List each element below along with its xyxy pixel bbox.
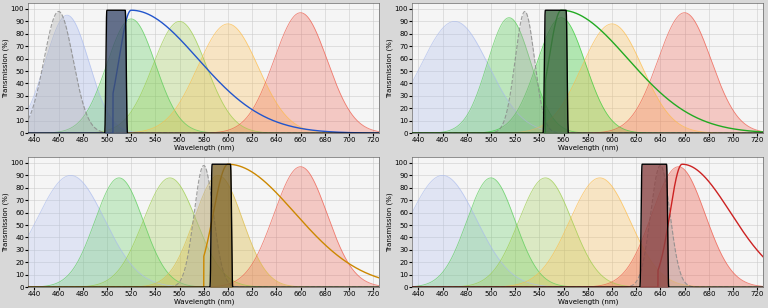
X-axis label: Wavelength (nm): Wavelength (nm)	[174, 299, 234, 305]
X-axis label: Wavelength (nm): Wavelength (nm)	[558, 299, 618, 305]
X-axis label: Wavelength (nm): Wavelength (nm)	[174, 145, 234, 151]
X-axis label: Wavelength (nm): Wavelength (nm)	[558, 145, 618, 151]
Y-axis label: Transmission (%): Transmission (%)	[387, 38, 393, 98]
Y-axis label: Transmission (%): Transmission (%)	[387, 192, 393, 252]
Y-axis label: Transmission (%): Transmission (%)	[3, 192, 9, 252]
Y-axis label: Transmission (%): Transmission (%)	[3, 38, 9, 98]
